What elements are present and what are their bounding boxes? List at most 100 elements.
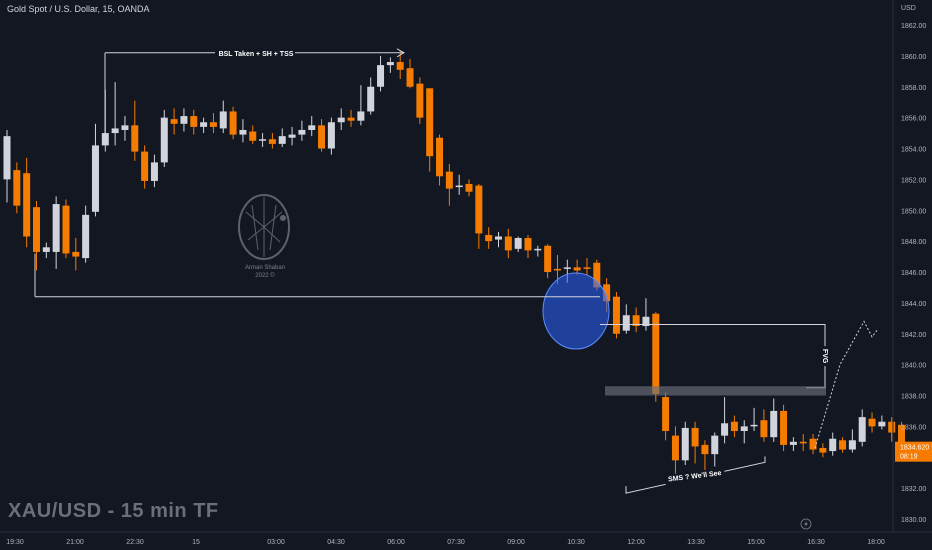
x-tick-label: 06:00 — [387, 539, 405, 546]
candle-body — [13, 170, 21, 206]
symbol-title[interactable]: Gold Spot / U.S. Dollar, 15, OANDA — [7, 4, 150, 14]
candle-body — [691, 427, 699, 447]
x-tick-label: 16:30 — [807, 539, 825, 546]
y-tick-label: 1846.00 — [901, 270, 926, 277]
candle-body — [888, 421, 896, 433]
x-tick-label: 12:00 — [627, 539, 645, 546]
candle-body — [62, 205, 70, 254]
candle-body — [544, 245, 552, 272]
fvg-label: FVG — [821, 349, 828, 364]
candle-body — [652, 313, 660, 394]
candle-body — [475, 185, 483, 234]
signature-year: 2022 © — [255, 273, 275, 279]
candle-body — [721, 423, 729, 436]
candle-body — [318, 125, 326, 149]
fvg-bracket — [600, 323, 826, 389]
candle-body — [141, 151, 149, 181]
candle-body — [662, 397, 670, 432]
lightning-icon-ring — [800, 518, 812, 530]
candle-body — [780, 410, 788, 445]
candle-body — [671, 435, 679, 461]
candle-body — [357, 111, 365, 121]
candle-body — [829, 438, 837, 452]
candle-body — [367, 86, 375, 112]
candle-body — [642, 316, 650, 327]
projection-path — [814, 320, 879, 449]
signature-name: Arman Shaban — [244, 265, 286, 271]
candle-body — [298, 129, 306, 135]
current-price-badge — [895, 441, 932, 462]
candle-body — [52, 204, 60, 252]
candle-body — [249, 131, 257, 141]
candle-body — [730, 421, 738, 432]
y-tick-label: 1836.00 — [901, 424, 926, 431]
y-tick-label: 1858.00 — [901, 85, 926, 92]
watermark-text: XAU/USD - 15 min TF — [8, 500, 219, 522]
candle-body — [750, 424, 758, 427]
candle-body — [455, 185, 463, 188]
candle-body — [337, 117, 345, 123]
candle-body — [23, 173, 31, 237]
y-tick-label: 1838.00 — [901, 394, 926, 401]
candle-body — [386, 62, 394, 66]
candle-body — [416, 83, 424, 118]
countdown-label: 08:19 — [900, 454, 918, 461]
y-tick-label: 1844.00 — [901, 301, 926, 308]
candle-body — [396, 62, 404, 70]
x-tick-label: 22:30 — [126, 539, 144, 546]
y-tick-label: 1848.00 — [901, 239, 926, 246]
x-tick-label: 15 — [192, 539, 200, 546]
y-tick-label: 1852.00 — [901, 177, 926, 184]
candle-body — [308, 125, 316, 130]
bsl-label: BSL Taken + SH + TSS — [219, 51, 294, 58]
candle-body — [858, 417, 866, 442]
candle-body — [3, 136, 11, 180]
candle-body — [573, 267, 581, 271]
y-tick-label: 1860.00 — [901, 54, 926, 61]
candles — [3, 51, 906, 479]
order-block-box — [605, 386, 826, 396]
candle-body — [91, 145, 99, 212]
x-tick-label: 19:30 — [6, 539, 24, 546]
candle-body — [278, 136, 286, 144]
candle-body — [603, 284, 611, 302]
candle-body — [563, 267, 571, 269]
candle-body — [327, 122, 335, 149]
fvg-label-bg — [820, 346, 830, 367]
y-tick-label: 1832.00 — [901, 486, 926, 493]
y-tick-label: 1830.00 — [901, 517, 926, 524]
candle-body — [209, 122, 217, 127]
currency-label: USD — [901, 5, 916, 12]
candle-body — [534, 248, 542, 251]
x-tick-label: 04:30 — [327, 539, 345, 546]
candle-body — [436, 137, 444, 177]
x-tick-label: 18:00 — [867, 539, 885, 546]
candle-body — [426, 88, 434, 157]
candle-body — [190, 116, 198, 127]
bsl-label-bg — [215, 46, 295, 58]
candle-body — [131, 125, 139, 152]
candle-body — [121, 125, 129, 130]
candle-body — [180, 116, 188, 124]
candle-body — [504, 236, 512, 251]
lightning-icon[interactable] — [800, 518, 812, 530]
brain-lines — [245, 197, 283, 257]
brain-logo-icon — [238, 194, 290, 260]
candle-body — [219, 111, 227, 129]
x-tick-label: 03:00 — [267, 539, 285, 546]
candle-body — [42, 247, 50, 252]
candle-body — [848, 440, 856, 450]
candle-body — [259, 139, 267, 141]
candle-body — [878, 421, 886, 427]
candle-body — [524, 238, 532, 251]
x-tick-label: 09:00 — [507, 539, 525, 546]
x-tick-label: 13:30 — [687, 539, 705, 546]
candle-body — [445, 171, 453, 189]
candle-body — [150, 162, 158, 181]
y-tick-label: 1856.00 — [901, 116, 926, 123]
candle-body — [819, 447, 827, 453]
candle-body — [229, 111, 237, 135]
candle-body — [239, 129, 247, 135]
candle-body — [200, 122, 208, 127]
